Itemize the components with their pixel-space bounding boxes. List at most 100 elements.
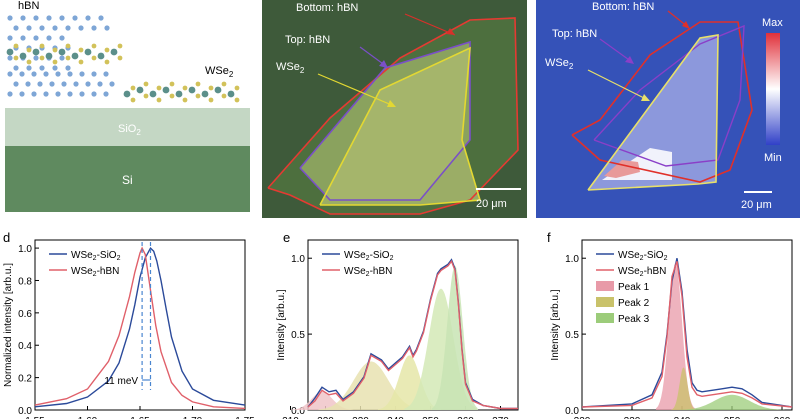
w-atom [149,90,157,98]
w-atom [45,52,53,60]
se-atom [130,97,136,103]
hbn-atom [20,15,26,21]
series-line [307,259,518,410]
hbn-atom [46,35,52,41]
se-atom [130,85,136,91]
panel-c-pl-map: Bottom: hBN Top: hBN WSe2 Max Min 20 μm [536,0,800,218]
se-atom [39,55,45,61]
x-tick-label: 230 [624,416,641,419]
x-tick-label: 220 [574,416,591,419]
x-tick-label: 1.65 [130,416,150,419]
chart-f-peak-decomposition: 0.0 0.5 1.0 220 230 240 250 260 Intensity [arb.u… [550,239,793,419]
se-atom [13,55,19,61]
hbn-atom [43,91,49,97]
hbn-atom [85,15,91,21]
w-atom [71,52,79,60]
legend-entry: Peak 3 [618,314,650,325]
y-tick-label: 0.6 [18,309,32,320]
hbn-atom [52,65,58,71]
x-tick-label: 1.75 [235,416,255,419]
wse2-map-region [588,35,718,190]
w-atom [84,48,92,56]
se-atom [26,47,32,53]
chart-d-normalized-pl: 0.0 0.2 0.4 0.6 0.8 1.0 1.55 1.60 1.65 1.70 1.75 No… [3,239,255,419]
hbn-atom [7,15,13,21]
sio2-layer [5,108,250,146]
hbn-atom [49,81,55,87]
hbn-atom [65,65,71,71]
y-tick-label: 0.8 [18,276,32,287]
bottom-hbn-outline-c [571,21,753,183]
se-atom [78,59,84,65]
peak-component-area [679,394,785,410]
hbn-atom [103,71,109,77]
hbn-atom [31,71,37,77]
hbn-atom [109,81,115,87]
legend-swatch [596,313,614,323]
w-atom [97,52,105,60]
hbn-atom [7,55,13,61]
hbn-atom [59,55,65,61]
se-atom [169,93,175,99]
colorbar [766,33,780,145]
se-atom [52,59,58,65]
series-line [581,261,793,408]
w-atom [227,90,235,98]
hbn-atom [33,15,39,21]
se-atom [208,85,214,91]
y-tick-label: 1.0 [565,254,579,265]
se-atom [195,93,201,99]
se-atom [65,43,71,49]
hot-spot-region [604,160,640,178]
w-atom [32,48,40,56]
hbn-atom [31,91,37,97]
se-atom [91,55,97,61]
x-tick-label: 270 [492,416,509,419]
x-tick-label: 1.55 [25,416,45,419]
panel-label-e: e [283,230,290,245]
wse2-arrowhead-c [641,94,650,101]
top-hbn-label: Top: hBN [285,34,330,46]
hbn-atom [25,81,31,87]
hbn-atom [13,81,19,87]
se-atom [78,47,84,53]
x-tick-label: 210 [282,416,299,419]
se-atom [117,43,123,49]
top-hbn-pointer-c [599,38,633,63]
se-atom [143,81,149,87]
se-atom [195,81,201,87]
y-tick-label: 0.0 [565,406,579,417]
y-tick-label: 1.0 [18,244,32,255]
se-atom [221,81,227,87]
legend-entry: WSe2-hBN [618,266,666,278]
se-atom [156,97,162,103]
se-atom [52,47,58,53]
legend-entry: WSe2-SiO2 [618,250,668,262]
wse2-pointer [317,73,395,107]
bottom-hbn-label-c: Bottom: hBN [592,1,654,13]
peak-component-area [671,367,696,410]
hbn-atom [98,15,104,21]
x-tick-label: 220 [317,416,334,419]
x-tick-label: 1.60 [78,416,98,419]
hbn-atom [79,91,85,97]
hbn-wse2-atom-lattice [6,15,240,103]
hbn-atom [65,25,71,31]
hbn-atom [103,91,109,97]
top-hbn-arrowhead-c [625,56,634,64]
hbn-atom [59,15,65,21]
se-atom [104,47,110,53]
bottom-hbn-label: Bottom: hBN [296,2,358,14]
se-atom [91,43,97,49]
x-tick-label: 240 [674,416,691,419]
plot-frame [34,239,246,411]
w-atom [58,48,66,56]
wse2-outline-c [587,34,719,191]
y-tick-label: 0.0 [291,406,305,417]
hbn-atom [55,91,61,97]
top-hbn-outline-c [593,24,745,167]
series-line [34,246,246,408]
wse2-label-c: WSe2 [545,57,574,71]
panel-a-schematic: hBN WSe2 SiO2 Si [5,0,250,212]
hbn-atom [26,25,32,31]
